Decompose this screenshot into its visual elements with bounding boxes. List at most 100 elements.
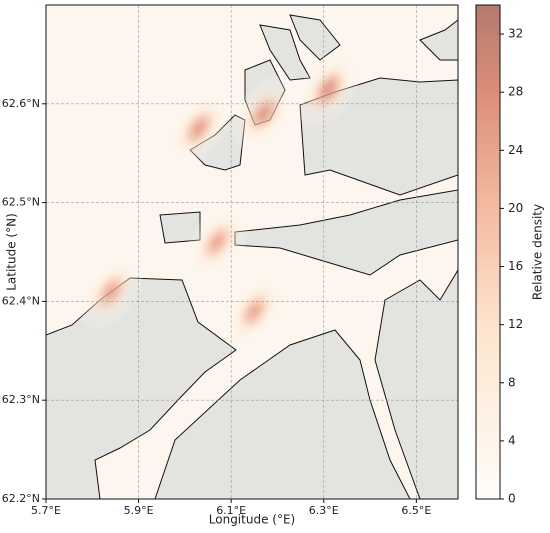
colorbar-band [476, 331, 500, 340]
colorbar-band [476, 135, 500, 144]
colorbar-band [476, 295, 500, 304]
x-tick-label: 6.3°E [309, 504, 339, 517]
colorbar-band [476, 426, 500, 435]
colorbar-band [476, 106, 500, 115]
island [419, 19, 458, 61]
colorbar-band [476, 375, 500, 384]
colorbar-band [476, 484, 500, 493]
colorbar-band [476, 121, 500, 129]
colorbar-tick-label: 4 [508, 433, 516, 447]
colorbar-band [476, 143, 500, 151]
land [154, 329, 411, 499]
x-tick-label: 5.9°E [124, 504, 154, 517]
colorbar-band [476, 419, 500, 427]
colorbar-band [476, 360, 500, 369]
colorbar-band [476, 288, 500, 297]
colorbar-band [476, 41, 500, 50]
colorbar-band [476, 353, 500, 362]
colorbar-band [476, 266, 500, 275]
colorbar-band [476, 128, 500, 137]
colorbar-band [476, 230, 500, 238]
colorbar-band [476, 12, 500, 21]
y-tick-label: 62.5°N [2, 196, 40, 209]
colorbar-band [476, 259, 500, 268]
colorbar-band [476, 5, 500, 13]
colorbar-band [476, 113, 500, 122]
colorbar-tick-label: 0 [508, 492, 516, 506]
colorbar-band [476, 70, 500, 79]
colorbar-band [476, 462, 500, 471]
colorbar-frame [475, 4, 501, 500]
colorbar-tick-label: 24 [508, 143, 523, 157]
colorbar-band [476, 222, 500, 231]
colorbar-band [476, 92, 500, 100]
colorbar-band [476, 455, 500, 464]
y-tick-label: 62.6°N [2, 97, 40, 110]
colorbar-tick-label: 12 [508, 317, 523, 331]
colorbar-band [476, 252, 500, 260]
colorbar-band [476, 477, 500, 485]
colorbar-band [476, 215, 500, 224]
colorbar-band [476, 382, 500, 391]
density-hotspot [166, 91, 231, 166]
colorbar-band [476, 310, 500, 318]
colorbar-band [476, 164, 500, 173]
density-hotspot [222, 273, 287, 349]
land [374, 269, 458, 499]
colorbar-band [476, 302, 500, 311]
x-tick-label: 6.1°E [216, 504, 246, 517]
colorbar-band [476, 48, 500, 57]
colorbar-band [476, 411, 500, 420]
colorbar-band [476, 157, 500, 166]
colorbar-band [476, 19, 500, 28]
colorbar-band [476, 317, 500, 326]
density-hotspot [231, 76, 296, 152]
colorbar-band [476, 186, 500, 195]
colorbar-band [476, 339, 500, 347]
colorbar-band [476, 172, 500, 180]
colorbar-band [476, 237, 500, 246]
colorbar-band [476, 397, 500, 406]
y-tick-label: 62.3°N [2, 393, 40, 406]
colorbar-band [476, 469, 500, 478]
colorbar-tick-label: 32 [508, 27, 523, 41]
colorbar-band [476, 201, 500, 209]
colorbar-tick-label: 8 [508, 375, 516, 389]
colorbar-band [476, 99, 500, 108]
plot-frame [45, 4, 459, 500]
colorbar-band [476, 84, 500, 93]
colorbar-tick-label: 28 [508, 85, 523, 99]
colorbar-band [476, 390, 500, 398]
y-tick-label: 62.4°N [2, 294, 40, 307]
y-axis-label: Latitude (°N) [5, 213, 19, 291]
land [234, 189, 458, 276]
colorbar-band [476, 208, 500, 217]
colorbar-band [476, 150, 500, 159]
colorbar-band [476, 34, 500, 42]
y-tick-label: 62.2°N [2, 492, 40, 505]
colorbar-band [476, 63, 500, 71]
colorbar-band [476, 77, 500, 86]
colorbar-tick-label: 20 [508, 201, 523, 215]
density-layer [78, 51, 361, 349]
colorbar-band [476, 448, 500, 456]
colorbar-band [476, 440, 500, 449]
colorbar-band [476, 55, 500, 64]
colorbar-band [476, 433, 500, 442]
density-hotspot [296, 51, 361, 127]
colorbar-band [476, 346, 500, 355]
colorbar-band [476, 404, 500, 413]
x-tick-label: 5.7°E [31, 504, 61, 517]
colorbar-band [476, 193, 500, 202]
colorbar-label: Relative density [531, 204, 545, 300]
colorbar-band [476, 368, 500, 376]
x-tick-label: 6.5°E [401, 504, 431, 517]
colorbar-band [476, 281, 500, 289]
island [289, 14, 341, 61]
colorbar-band [476, 491, 500, 500]
density-hotspot [78, 254, 143, 330]
colorbar-tick-label: 16 [508, 259, 523, 273]
colorbar-band [476, 244, 500, 253]
colorbar-band [476, 324, 500, 333]
